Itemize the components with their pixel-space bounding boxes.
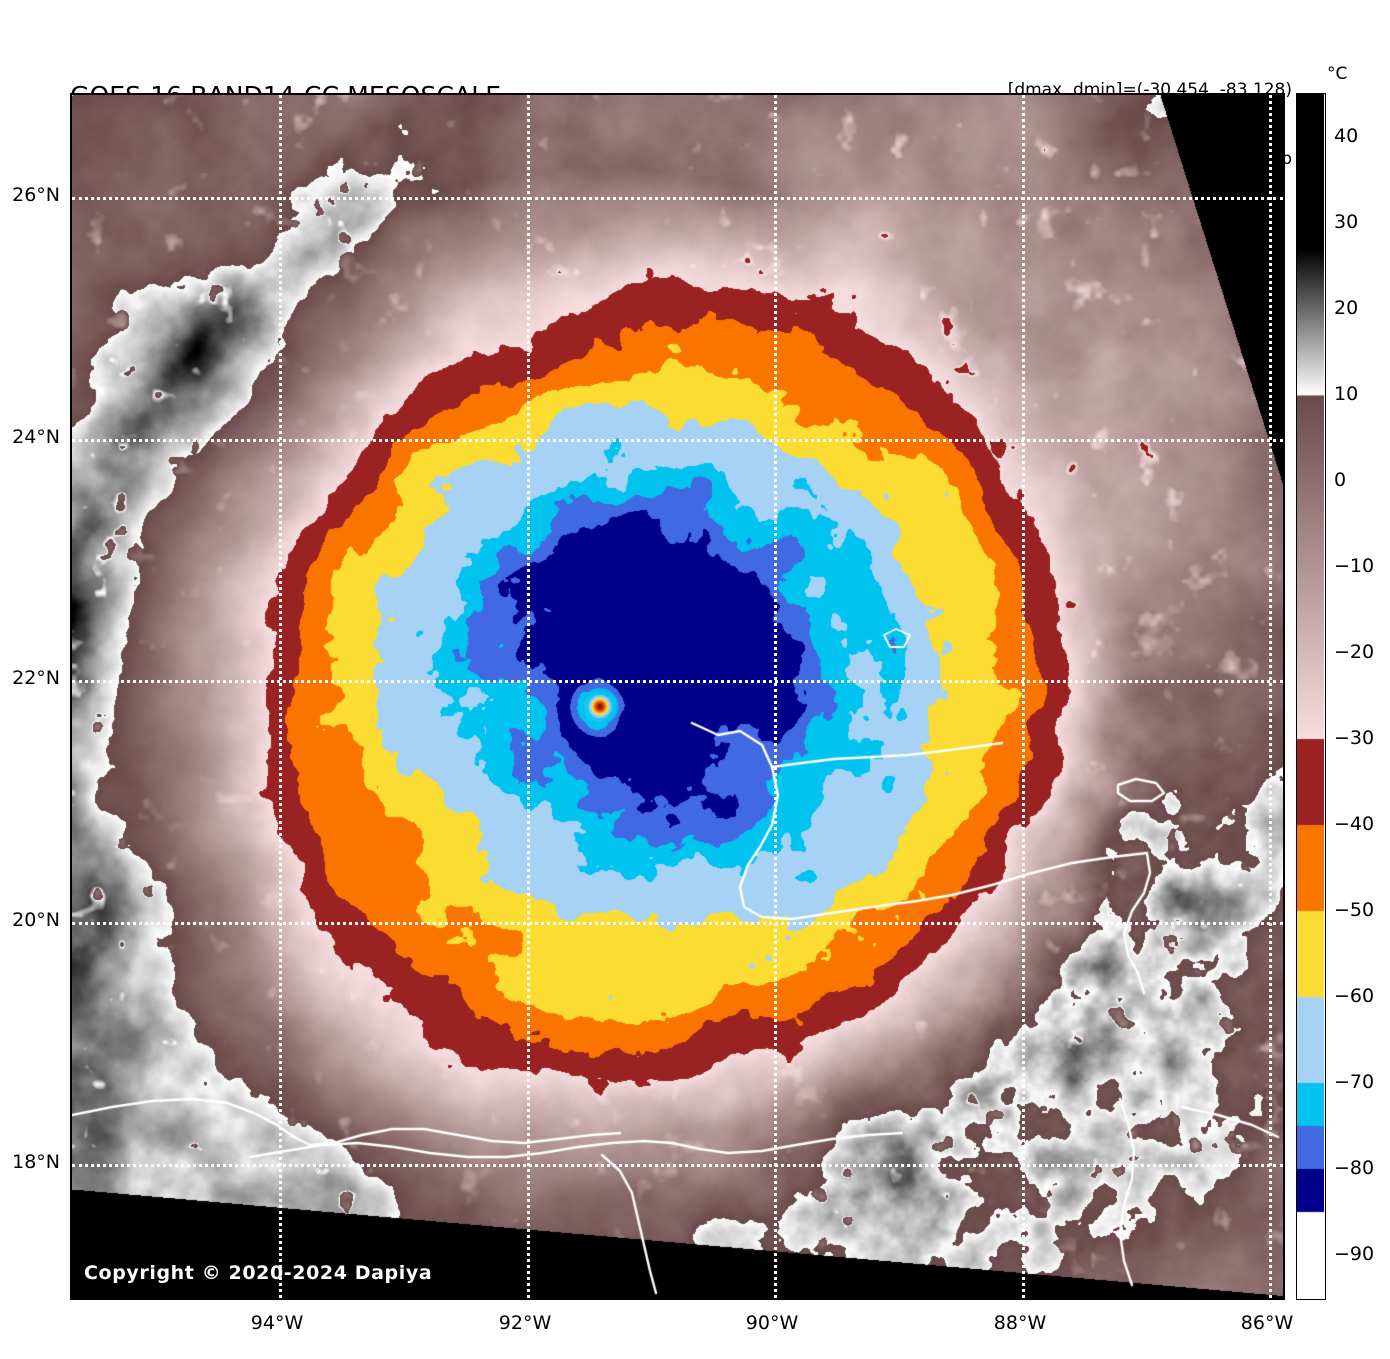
colorbar-tick--70: −70	[1334, 1071, 1375, 1093]
colorbar-tick--50: −50	[1334, 899, 1375, 921]
colorbar-tick--60: −60	[1334, 985, 1375, 1007]
lat-tick-22: 22°N	[12, 667, 60, 689]
lat-tick-24: 24°N	[12, 426, 60, 448]
satellite-image-plot[interactable]: Copyright © 2020-2024 Dapiya	[70, 93, 1285, 1300]
lat-tick-26: 26°N	[12, 184, 60, 206]
colorbar-tick--30: −30	[1334, 727, 1375, 749]
colorbar-tick-10: 10	[1334, 383, 1359, 405]
lon-tick-86: 86°W	[1240, 1312, 1294, 1334]
colorbar-tick-20: 20	[1334, 297, 1359, 319]
lon-tick-88: 88°W	[993, 1312, 1047, 1334]
colorbar-tick-40: 40	[1334, 125, 1359, 147]
lat-tick-20: 20°N	[12, 909, 60, 931]
temperature-colorbar[interactable]	[1296, 93, 1326, 1300]
colorbar-tick--90: −90	[1334, 1243, 1375, 1265]
lon-tick-90: 90°W	[745, 1312, 799, 1334]
colorbar-tick--10: −10	[1334, 555, 1375, 577]
lat-tick-18: 18°N	[12, 1151, 60, 1173]
colorbar-tick-0: 0	[1334, 469, 1347, 491]
colorbar-unit-label: °C	[1327, 64, 1348, 84]
satellite-imagery-canvas	[72, 95, 1283, 1298]
lon-tick-94: 94°W	[250, 1312, 304, 1334]
colorbar-tick--40: −40	[1334, 813, 1375, 835]
colorbar-tick-30: 30	[1334, 211, 1359, 233]
lon-tick-92: 92°W	[498, 1312, 552, 1334]
colorbar-tick--80: −80	[1334, 1157, 1375, 1179]
colorbar-tick--20: −20	[1334, 641, 1375, 663]
colorbar-canvas	[1297, 94, 1324, 1298]
copyright-label: Copyright © 2020-2024 Dapiya	[84, 1262, 433, 1284]
